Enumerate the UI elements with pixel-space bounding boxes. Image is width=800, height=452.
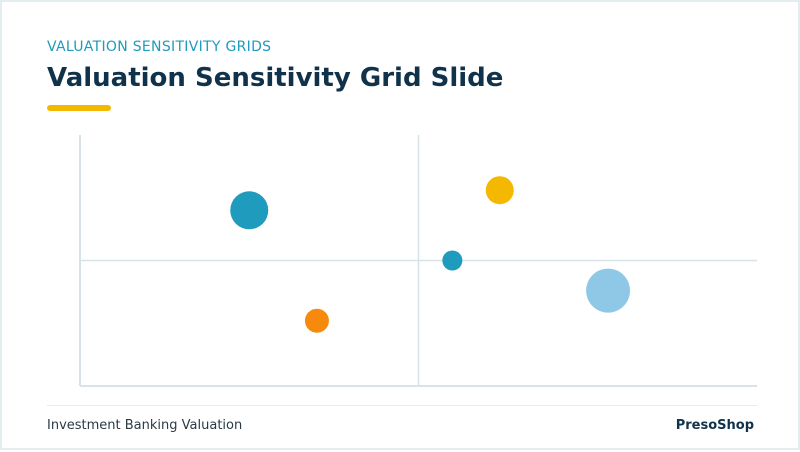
footer-left-text: Investment Banking Valuation	[47, 418, 243, 433]
bubble-3	[485, 176, 514, 205]
bubble-series	[230, 176, 631, 333]
slide-kicker: VALUATION SENSITIVITY GRIDS	[47, 39, 272, 55]
slide-title: Valuation Sensitivity Grid Slide	[47, 63, 504, 93]
footer-divider	[47, 405, 757, 406]
title-accent-bar	[47, 105, 111, 111]
footer-brand: PresoShop	[675, 418, 754, 433]
bubble-4	[442, 250, 463, 271]
bubble-2	[304, 308, 329, 333]
bubble-5	[586, 268, 631, 313]
bubble-1	[230, 191, 269, 230]
